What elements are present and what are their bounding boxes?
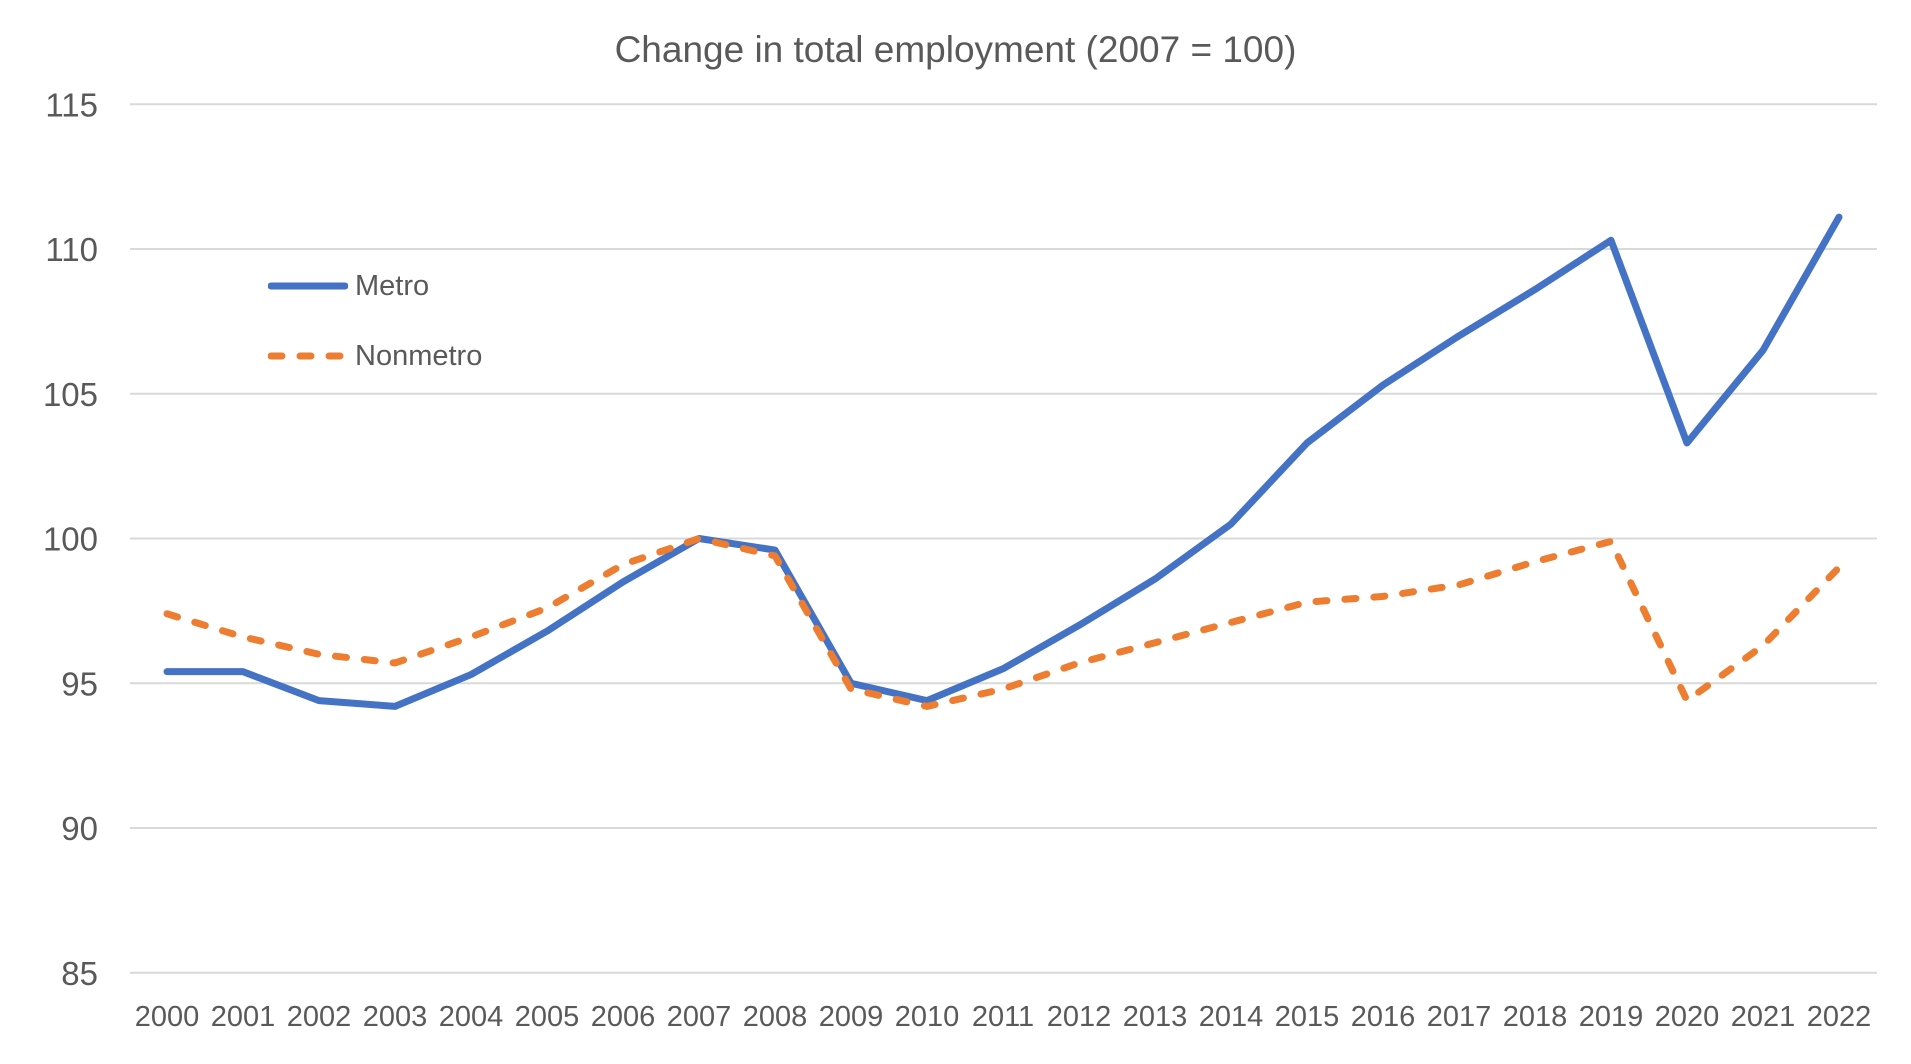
legend-label-nonmetro: Nonmetro xyxy=(355,339,483,372)
x-tick-label: 2007 xyxy=(667,1001,732,1033)
y-tick-label: 100 xyxy=(43,521,98,558)
nonmetro-series-line xyxy=(163,535,1843,710)
chart-legend: Metro Nonmetro xyxy=(268,268,482,374)
x-tick-label: 2014 xyxy=(1199,1001,1264,1033)
x-tick-label: 2016 xyxy=(1351,1001,1416,1033)
x-tick-label: 2009 xyxy=(819,1001,884,1033)
chart-title: Change in total employment (2007 = 100) xyxy=(614,29,1297,70)
y-tick-label: 90 xyxy=(61,810,98,847)
legend-label-metro: Metro xyxy=(355,269,430,302)
x-tick-label: 2003 xyxy=(363,1001,428,1033)
y-tick-label: 115 xyxy=(45,86,98,123)
y-tick-label: 110 xyxy=(45,231,98,268)
x-tick-label: 2001 xyxy=(211,1001,276,1033)
x-tick-label: 2011 xyxy=(972,1001,1034,1033)
y-tick-label: 105 xyxy=(43,376,98,413)
y-tick-label: 85 xyxy=(61,955,98,992)
x-tick-label: 2012 xyxy=(1047,1001,1112,1033)
x-tick-label: 2020 xyxy=(1655,1001,1720,1033)
x-tick-label: 2010 xyxy=(895,1001,960,1033)
x-tick-label: 2005 xyxy=(515,1001,580,1033)
x-tick-label: 2017 xyxy=(1427,1001,1492,1033)
legend-item-nonmetro: Nonmetro xyxy=(268,338,482,374)
nonmetro-dashed-line-icon xyxy=(268,352,348,360)
x-tick-label: 2015 xyxy=(1275,1001,1340,1033)
metro-line-icon xyxy=(268,282,348,290)
x-tick-label: 2019 xyxy=(1579,1001,1644,1033)
x-tick-label: 2021 xyxy=(1731,1001,1796,1033)
x-tick-label: 2000 xyxy=(135,1001,200,1033)
x-tick-label: 2002 xyxy=(287,1001,352,1033)
x-tick-label: 2013 xyxy=(1123,1001,1188,1033)
x-tick-label: 2006 xyxy=(591,1001,656,1033)
x-tick-label: 2022 xyxy=(1807,1001,1872,1033)
y-tick-label: 95 xyxy=(61,665,98,702)
x-tick-label: 2018 xyxy=(1503,1001,1568,1033)
legend-item-metro: Metro xyxy=(268,268,482,304)
x-tick-label: 2004 xyxy=(439,1001,504,1033)
x-tick-label: 2008 xyxy=(743,1001,808,1033)
metro-series-line xyxy=(163,213,1843,710)
